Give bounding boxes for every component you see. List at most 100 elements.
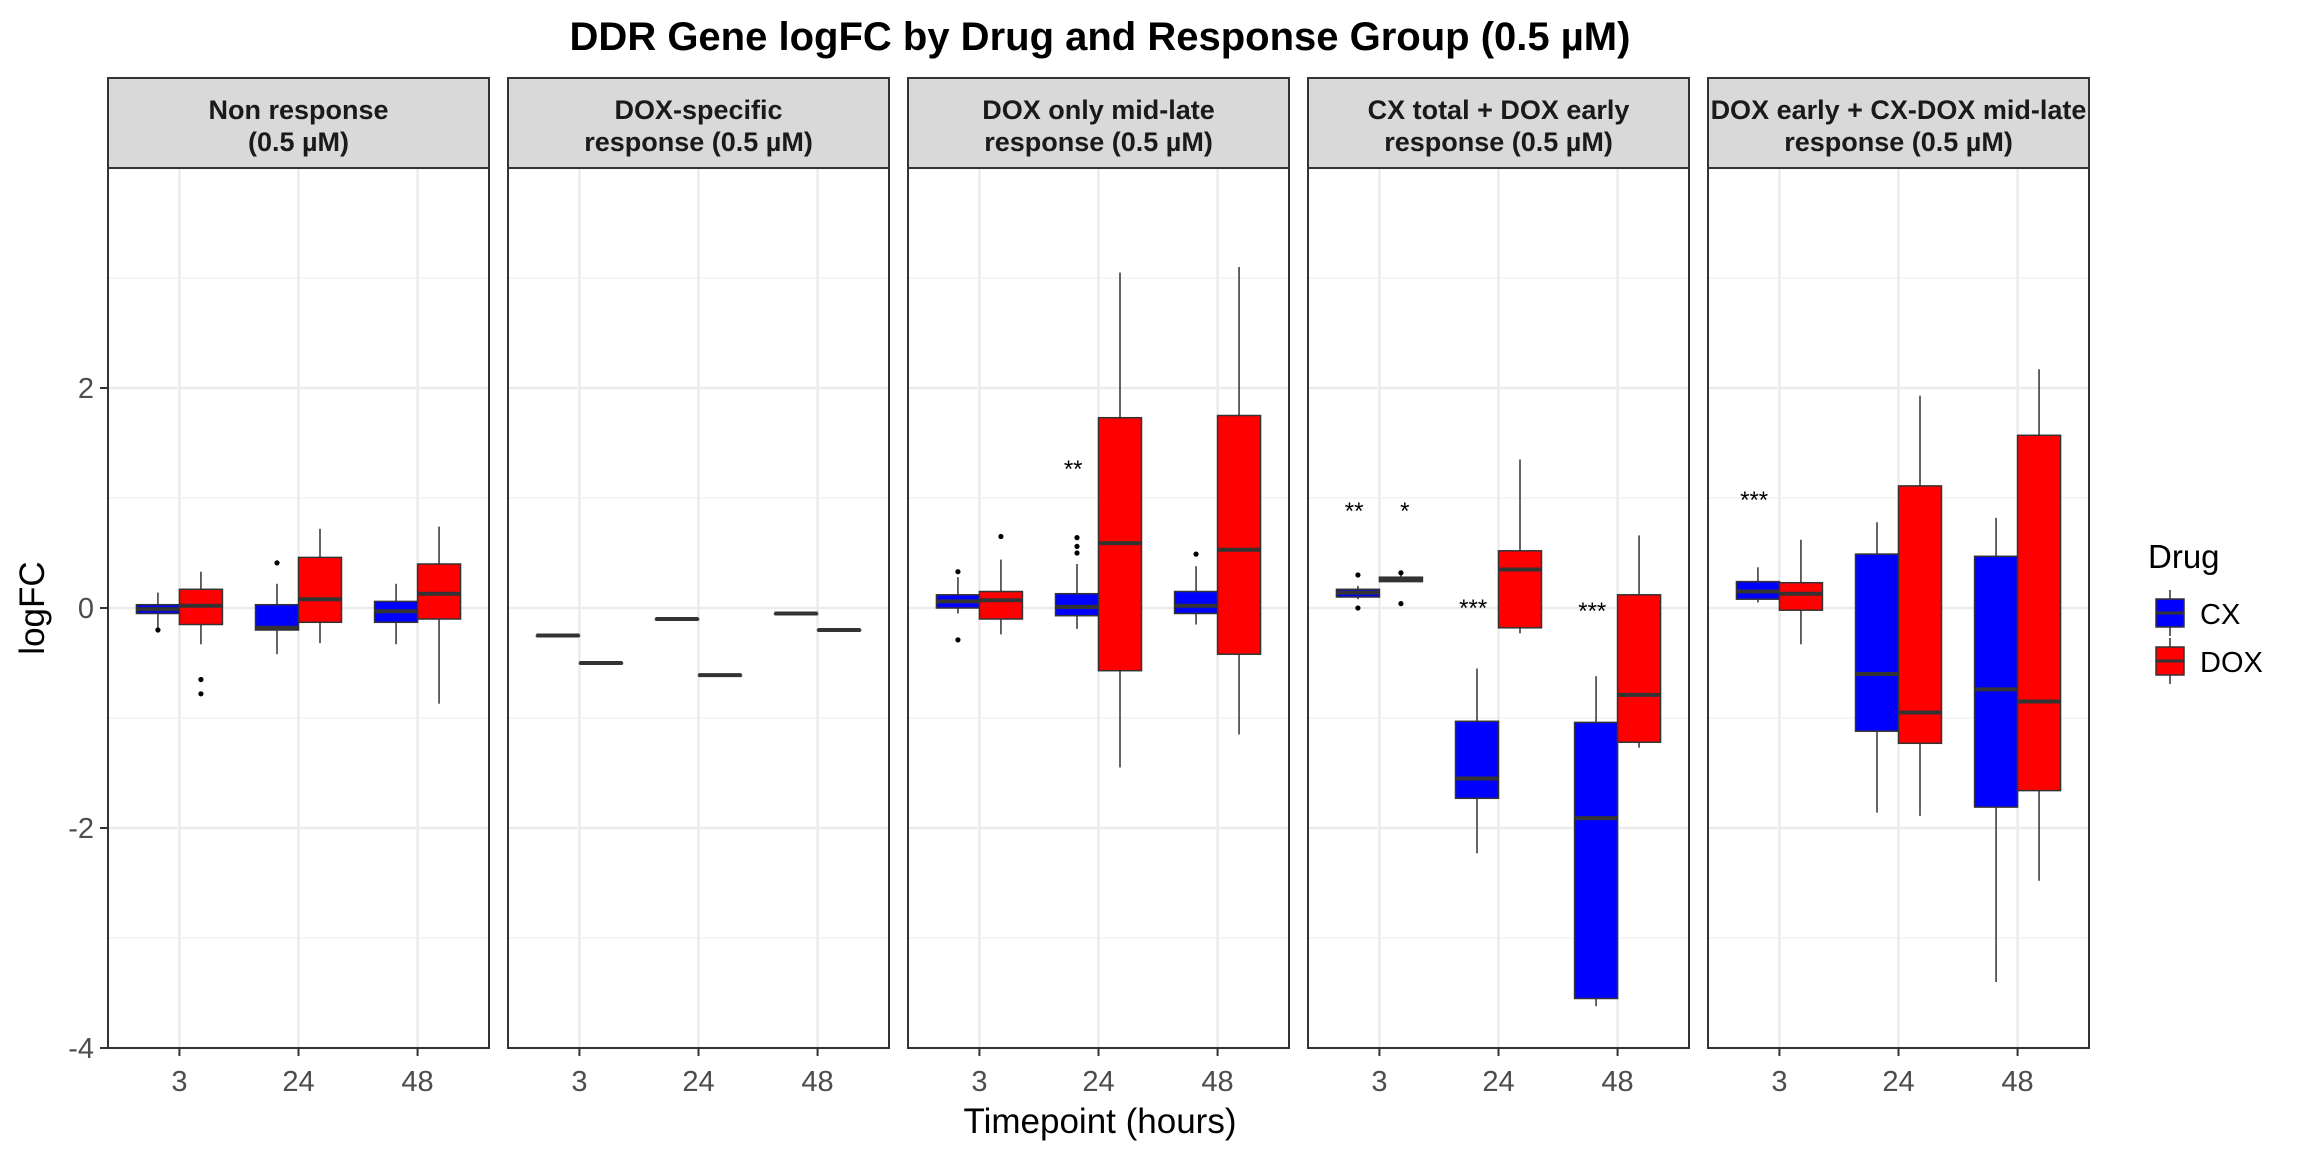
facet-strip <box>907 77 1290 169</box>
box-dox-48h <box>1616 535 1662 748</box>
box-body <box>978 590 1024 620</box>
significance-label: *** <box>1740 487 1768 514</box>
x-tick-label: 24 <box>1082 1066 1114 1098</box>
outlier-point <box>1074 543 1080 550</box>
box-dox-24h <box>697 673 743 678</box>
facet-panel: Non response(0.5 µM) 3 24 48 <box>107 77 490 1098</box>
box-body <box>1616 594 1662 743</box>
box-body <box>1497 550 1543 629</box>
box-dox-3h <box>1378 570 1424 607</box>
box-cx-24h <box>1054 535 1100 629</box>
box-dox-48h <box>416 526 462 704</box>
x-tick-label: 48 <box>801 1066 833 1098</box>
outlier-point <box>1074 550 1080 556</box>
box-cx-24h <box>254 560 300 655</box>
facet-strip-line-1: DOX-specific <box>614 95 782 125</box>
outlier-point <box>1355 572 1361 578</box>
x-tick-label: 48 <box>1201 1066 1233 1098</box>
facet-strip <box>1707 77 2090 169</box>
legend-label-dox: DOX <box>2200 647 2263 679</box>
box-cx-48h <box>1573 676 1619 1007</box>
box-cx-3h <box>535 633 581 638</box>
box-cx-48h <box>1973 517 2019 982</box>
box-dox-48h <box>1216 267 1262 735</box>
outlier-point <box>1193 551 1199 557</box>
facet-strip-line-1: CX total + DOX early <box>1368 95 1630 125</box>
outlier-point <box>198 676 204 683</box>
y-tick-label: 2 <box>78 373 94 405</box>
x-tick-label: 48 <box>401 1066 433 1098</box>
outlier-point <box>955 569 961 575</box>
facet-strip-label: Non response(0.5 µM) <box>208 95 388 157</box>
legend-title: Drug <box>2148 538 2220 575</box>
box-body <box>1897 485 1943 745</box>
box-cx-3h <box>1335 572 1381 611</box>
box-dox-24h <box>1097 272 1143 768</box>
facet-strip <box>1307 77 1690 169</box>
outlier-point <box>1355 605 1361 611</box>
significance-label: *** <box>1578 598 1606 625</box>
outlier-point <box>955 637 961 643</box>
box-body <box>1573 721 1619 1000</box>
legend-key-cx <box>2155 590 2185 636</box>
box-cx-24h <box>1454 668 1500 854</box>
box-cx-24h <box>654 617 700 621</box>
outlier-point <box>998 533 1004 540</box>
facet-strip-line-1: DOX only mid-late <box>982 95 1215 125</box>
facet-strip-line-2: response (0.5 µM) <box>584 127 813 157</box>
box-body <box>297 556 343 624</box>
legend: Drug CX DOX <box>2148 538 2263 684</box>
x-tick-label: 24 <box>1482 1066 1514 1098</box>
legend-label-cx: CX <box>2200 599 2240 631</box>
x-tick-label: 24 <box>1882 1066 1914 1098</box>
box-dox-3h <box>978 533 1024 635</box>
x-tick-label: 3 <box>971 1066 987 1098</box>
outlier-point <box>155 627 161 633</box>
x-tick-label: 3 <box>571 1066 587 1098</box>
box-body <box>1973 555 2019 808</box>
box-dox-3h <box>178 571 224 697</box>
box-body <box>416 563 462 620</box>
box-dox-3h <box>1778 539 1824 645</box>
outlier-point <box>274 560 280 566</box>
chart-title: DDR Gene logFC by Drug and Response Grou… <box>570 15 1631 59</box>
outlier-point <box>1398 570 1404 576</box>
box-dox-3h <box>578 661 624 665</box>
box-body <box>1854 553 1900 732</box>
facet-strip-line-2: response (0.5 µM) <box>1384 127 1613 157</box>
box-body <box>1173 590 1219 615</box>
box-cx-3h <box>135 592 181 633</box>
significance-label: *** <box>1459 595 1487 622</box>
x-tick-label: 3 <box>171 1066 187 1098</box>
box-dox-48h <box>2016 369 2062 881</box>
box-dox-24h <box>1897 395 1943 816</box>
facet-strip <box>107 77 490 169</box>
box-body <box>1778 581 1824 611</box>
significance-label: * <box>1400 498 1409 525</box>
x-tick-label: 48 <box>2001 1066 2033 1098</box>
y-tick-label: -2 <box>68 813 94 845</box>
box-body <box>254 603 300 631</box>
outlier-point <box>1074 535 1080 541</box>
outlier-point <box>1398 601 1404 607</box>
box-cx-48h <box>373 583 419 645</box>
x-tick-label: 48 <box>1601 1066 1633 1098</box>
box-body <box>2016 434 2062 792</box>
box-dox-24h <box>297 528 343 644</box>
box-dox-24h <box>1497 459 1543 634</box>
significance-label: ** <box>1345 498 1364 525</box>
x-axis-title: Timepoint (hours) <box>964 1102 1237 1141</box>
facet-strip-line-2: response (0.5 µM) <box>1784 127 2013 157</box>
box-cx-3h <box>935 569 981 643</box>
significance-label: ** <box>1064 456 1083 483</box>
facet-strip <box>507 77 890 169</box>
